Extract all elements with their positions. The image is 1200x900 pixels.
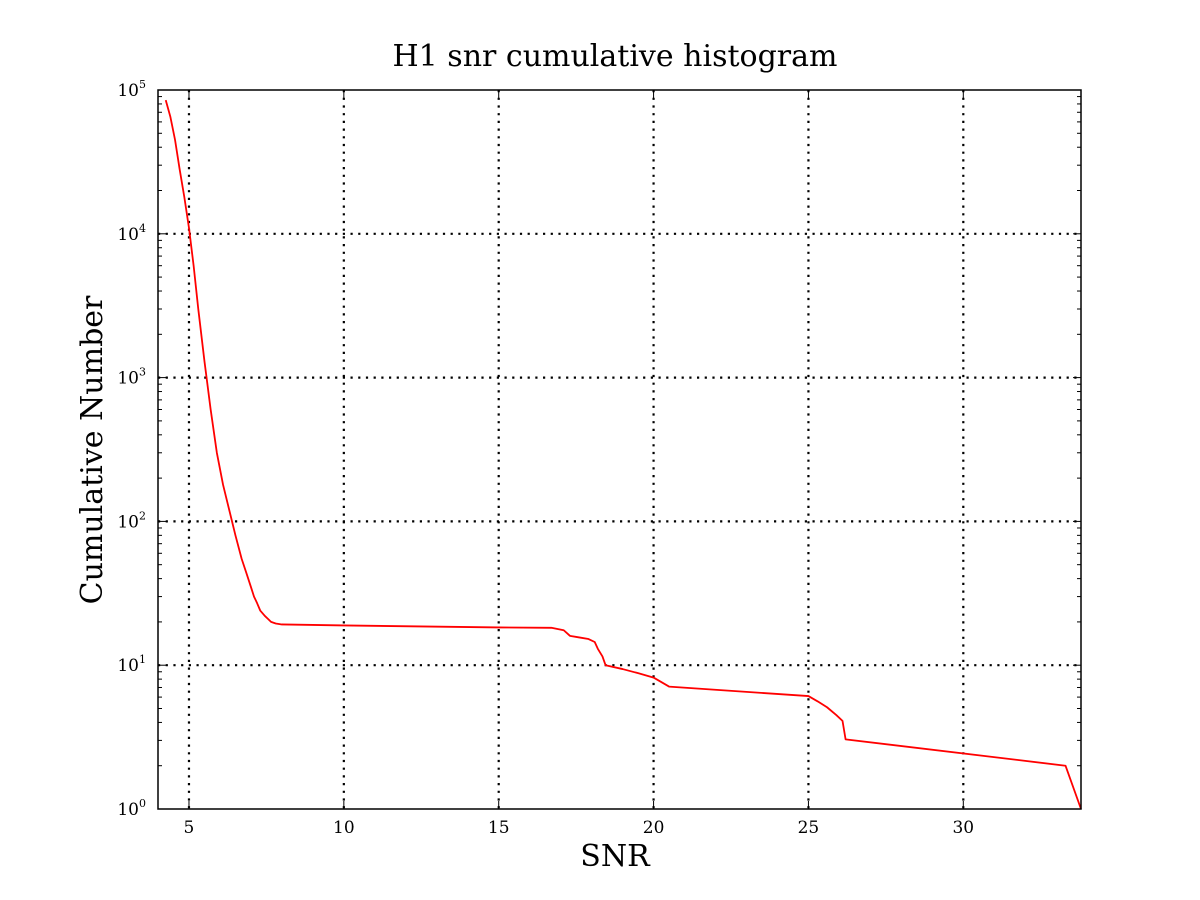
x-tick-label: 20 xyxy=(643,818,665,838)
y-tick-label-base: 10 xyxy=(117,369,139,389)
x-tick-label: 25 xyxy=(798,818,820,838)
chart-title: H1 snr cumulative histogram xyxy=(393,39,838,74)
y-tick-label-exponent: 4 xyxy=(139,222,146,235)
y-tick-label: 104 xyxy=(117,222,146,245)
y-tick-label-base: 10 xyxy=(117,81,139,101)
y-tick-label: 102 xyxy=(117,509,146,532)
plot-area-background xyxy=(158,90,1081,809)
y-tick-label: 101 xyxy=(117,653,146,676)
y-tick-label: 105 xyxy=(117,78,146,101)
y-tick-label-exponent: 2 xyxy=(139,509,146,522)
y-tick-label-base: 10 xyxy=(117,225,139,245)
series-group xyxy=(164,99,1082,810)
y-tick-label: 100 xyxy=(117,797,146,820)
series-line xyxy=(164,99,1082,810)
x-tick-labels: 5 10 15 20 25 30 xyxy=(184,818,975,838)
y-tick-label-exponent: 1 xyxy=(139,653,146,666)
y-tick-label-exponent: 5 xyxy=(139,78,146,91)
plot-frame xyxy=(157,89,1082,810)
y-tick-label-base: 10 xyxy=(117,656,139,676)
y-tick-label-exponent: 3 xyxy=(139,366,146,379)
y-tick-label-exponent: 0 xyxy=(139,797,146,810)
x-axis-label: SNR xyxy=(580,839,651,874)
x-tick-label: 5 xyxy=(184,818,195,838)
y-tick-label-base: 10 xyxy=(117,512,139,532)
x-tick-label: 30 xyxy=(952,818,974,838)
y-axis-label: Cumulative Number xyxy=(75,295,110,604)
x-tick-label: 15 xyxy=(488,818,510,838)
y-tick-label: 103 xyxy=(117,366,146,389)
tick-marks xyxy=(158,89,1081,810)
y-tick-label-base: 10 xyxy=(117,800,139,820)
x-tick-label: 10 xyxy=(333,818,355,838)
